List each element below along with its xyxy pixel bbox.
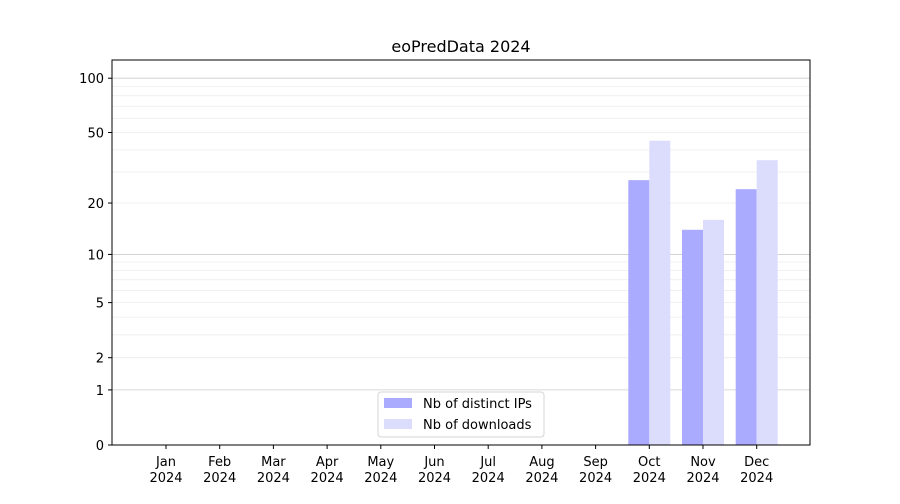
- x-tick-label: May 2024: [364, 455, 397, 486]
- x-tick-label: Dec 2024: [740, 455, 773, 486]
- bar-ips: [682, 229, 703, 445]
- axes-frame: [111, 59, 811, 446]
- legend-swatch: [384, 398, 412, 408]
- y-tick-label: 2: [96, 352, 104, 367]
- bar-downloads: [756, 160, 778, 445]
- bar-ips: [628, 180, 650, 445]
- y-tick-label: 50: [87, 127, 104, 142]
- x-tick-label: Aug 2024: [525, 455, 558, 486]
- x-tick-label: Oct 2024: [633, 455, 666, 486]
- y-tick-label: 10: [87, 248, 104, 263]
- x-tick-label: Mar 2024: [257, 455, 290, 486]
- x-tick-label: Apr 2024: [311, 455, 344, 486]
- x-tick-label: Nov 2024: [686, 455, 719, 486]
- x-tick-label: Jul 2024: [472, 455, 505, 486]
- legend: Nb of distinct IPs Nb of downloads: [377, 391, 545, 438]
- chart-title: eoPredData 2024: [391, 37, 530, 56]
- y-tick-label: 1: [96, 384, 104, 399]
- bar-ips: [735, 189, 757, 445]
- y-tick-label: 100: [79, 72, 104, 87]
- legend-box: [377, 391, 545, 438]
- legend-swatch: [384, 419, 412, 429]
- legend-label: Nb of distinct IPs: [423, 397, 532, 412]
- x-tick-label: Feb 2024: [203, 455, 236, 486]
- legend-label: Nb of downloads: [423, 418, 532, 433]
- y-tick-label: 0: [96, 439, 104, 454]
- x-tick-label: Sep 2024: [579, 455, 612, 486]
- y-tick-label: 5: [96, 297, 104, 312]
- x-tick-label: Jun 2024: [418, 455, 451, 486]
- bar-downloads: [703, 219, 724, 445]
- x-tick-label: Jan 2024: [149, 455, 182, 486]
- y-tick-label: 20: [87, 197, 104, 212]
- bar-downloads: [649, 140, 671, 445]
